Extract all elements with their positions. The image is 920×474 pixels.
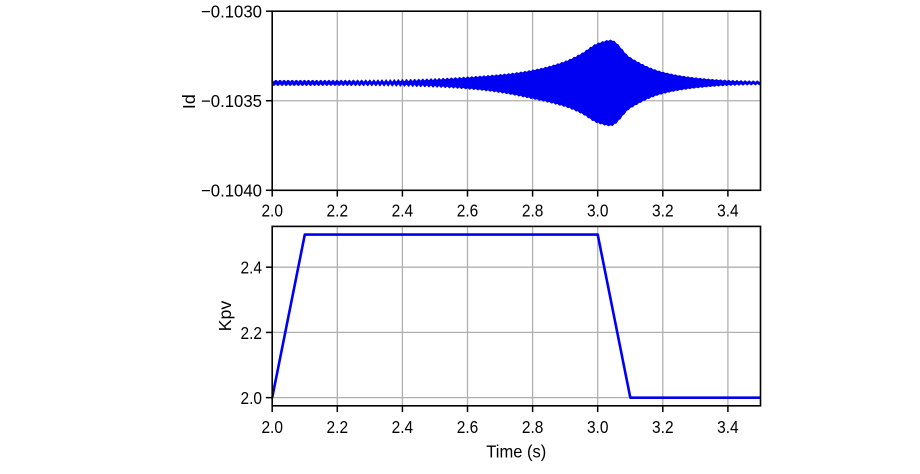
svg-text:−0.1040: −0.1040 [201, 181, 262, 201]
svg-text:−0.1035: −0.1035 [201, 91, 262, 111]
svg-text:Id: Id [179, 94, 199, 109]
svg-text:3.0: 3.0 [587, 417, 609, 437]
svg-text:2.2: 2.2 [327, 201, 349, 221]
svg-text:2.2: 2.2 [327, 417, 349, 437]
svg-text:3.2: 3.2 [652, 201, 674, 221]
svg-text:2.0: 2.0 [241, 388, 263, 408]
svg-text:2.4: 2.4 [392, 201, 414, 221]
svg-text:2.4: 2.4 [392, 417, 414, 437]
svg-text:Time (s): Time (s) [486, 441, 546, 461]
svg-text:2.6: 2.6 [457, 201, 479, 221]
svg-text:2.6: 2.6 [457, 417, 479, 437]
svg-text:2.2: 2.2 [241, 323, 263, 343]
svg-text:2.0: 2.0 [261, 201, 283, 221]
svg-text:3.4: 3.4 [717, 201, 739, 221]
svg-text:3.0: 3.0 [587, 201, 609, 221]
svg-text:2.8: 2.8 [522, 417, 544, 437]
svg-text:3.4: 3.4 [717, 417, 739, 437]
svg-text:2.0: 2.0 [261, 417, 283, 437]
svg-text:3.2: 3.2 [652, 417, 674, 437]
svg-text:Kpv: Kpv [215, 301, 235, 332]
svg-text:−0.1030: −0.1030 [201, 2, 262, 22]
svg-text:2.4: 2.4 [241, 258, 263, 278]
svg-text:2.8: 2.8 [522, 201, 544, 221]
